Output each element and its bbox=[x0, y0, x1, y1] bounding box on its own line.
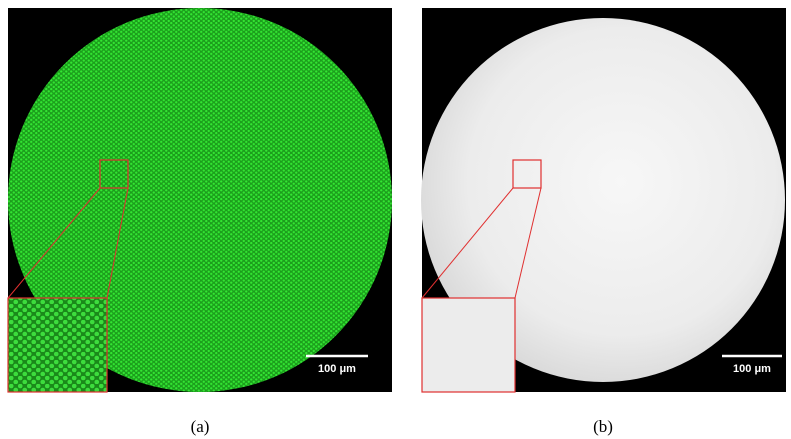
panel-label: (a) bbox=[191, 417, 210, 436]
page: 100 μm (a) 100 μm (b) (() => { const dat… bbox=[0, 0, 791, 439]
scale-label: 100 μm bbox=[318, 363, 356, 375]
panel-a: 100 μm (a) bbox=[8, 8, 392, 436]
scale-label: 100 μm bbox=[733, 363, 771, 375]
figure: 100 μm (a) 100 μm (b) bbox=[0, 0, 791, 439]
inset bbox=[8, 298, 107, 392]
panel-label: (b) bbox=[593, 417, 613, 436]
inset bbox=[422, 298, 515, 392]
panel-b: 100 μm (b) bbox=[421, 8, 786, 436]
